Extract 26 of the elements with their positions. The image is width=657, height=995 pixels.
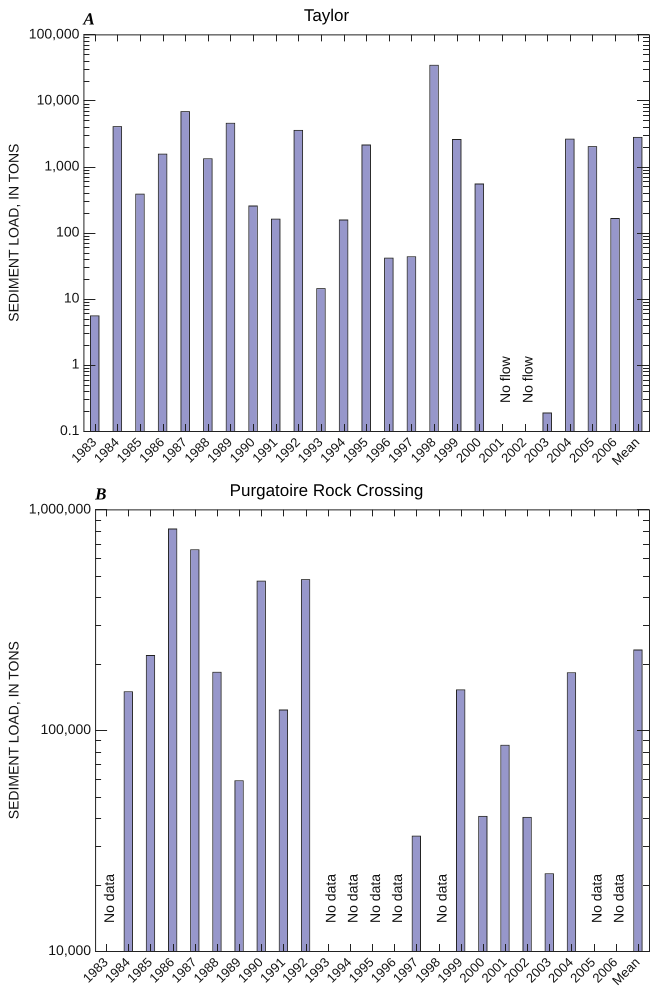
annotation: No data [344, 874, 361, 923]
y-axis-title: SEDIMENT LOAD, IN TONS [5, 641, 22, 820]
annotation: No data [101, 874, 118, 923]
annotation: No data [389, 874, 406, 923]
annotation: No data [433, 874, 450, 923]
y-tick-label: 100,000 [28, 25, 80, 42]
annotation: No flow [519, 355, 536, 403]
y-tick-label: 10,000 [36, 91, 80, 108]
y-tick-label: 1,000 [44, 157, 80, 174]
chart-title: Taylor [304, 6, 350, 25]
y-tick-label: 10,000 [48, 942, 92, 958]
annotation: No data [366, 874, 383, 923]
annotation: No flow [496, 355, 513, 403]
y-tick-label: 1,000,000 [28, 500, 92, 516]
y-axis-title: SEDIMENT LOAD, IN TONS [5, 144, 22, 322]
y-tick-label: 100,000 [40, 721, 92, 738]
annotation: No data [322, 874, 339, 923]
chart-title: Purgatoire Rock Crossing [230, 480, 424, 500]
y-tick-label: 100 [56, 224, 80, 240]
y-tick-label: 0.1 [60, 422, 80, 438]
y-tick-label: 10 [64, 290, 80, 306]
annotation: No data [610, 874, 627, 923]
text: A [82, 9, 95, 28]
y-tick-label: 1 [72, 356, 80, 372]
text: B [94, 484, 106, 504]
annotation: No data [588, 874, 604, 923]
